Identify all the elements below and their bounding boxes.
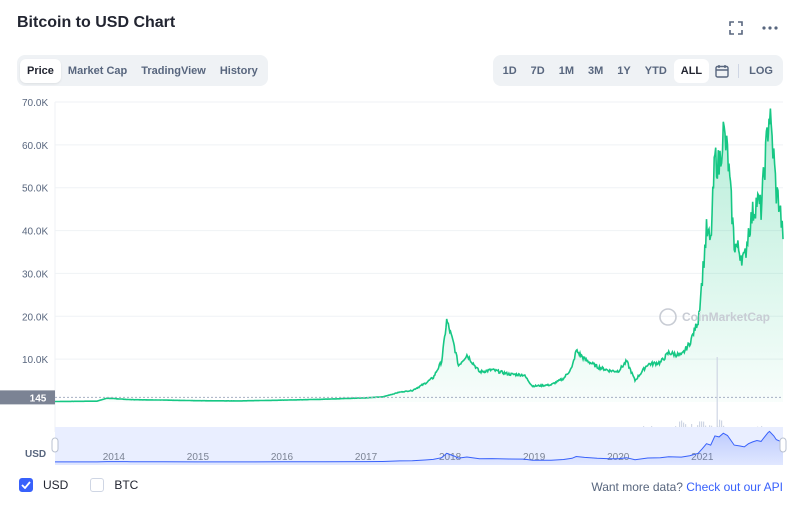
navigator-tick-label: 2017 [355,452,378,463]
volume-bar [716,357,718,436]
api-link[interactable]: Check out our API [686,480,783,494]
navigator-area [55,431,783,465]
y-tick-label: 40.0K [22,227,48,238]
range-all[interactable]: ALL [673,58,710,83]
more-icon[interactable] [762,20,778,36]
y-axis: 10.0K 20.0K 30.0K 40.0K 50.0K 60.0K 70.0K [22,98,48,366]
price-area [55,108,783,402]
fullscreen-icon[interactable] [728,20,744,36]
range-ytd[interactable]: YTD [644,64,667,77]
legend-btc-label: BTC [114,478,139,492]
range-1m[interactable]: 1M [558,64,575,77]
navigator-tick-label: 2020 [607,452,630,463]
range-7d[interactable]: 7D [530,64,545,77]
y-tick-label: 20.0K [22,312,48,323]
navigator-line [55,430,784,463]
navigator[interactable]: 20142015201620172018201920202021 [51,427,787,465]
tab-tradingview[interactable]: TradingView [141,64,206,77]
y-tick-label: 50.0K [22,184,48,195]
grid-lines [54,101,783,432]
baseline-label: 145 [0,390,55,405]
navigator-handle-left[interactable] [51,437,59,453]
currency-label: USD [25,449,46,460]
range-1d[interactable]: 1D [502,64,517,77]
tab-market-cap[interactable]: Market Cap [67,64,128,77]
legend-btc[interactable]: BTC [90,478,138,492]
y-tick-label: 70.0K [22,98,48,109]
chart-title: Bitcoin to USD Chart [17,14,176,31]
svg-text:145: 145 [30,393,47,404]
tab-price[interactable]: Price [20,58,61,83]
tab-history[interactable]: History [219,64,258,77]
navigator-tick-label: 2019 [523,452,546,463]
api-promo: Want more data? Check out our API [591,480,783,494]
navigator-tick-label: 2014 [103,452,126,463]
btc-checkbox[interactable] [90,478,105,492]
range-1y[interactable]: 1Y [617,64,631,77]
legend-usd-label: USD [43,478,69,492]
api-promo-text: Want more data? [591,480,683,494]
range-divider [738,63,740,78]
watermark: CoinMarketCap [659,308,770,326]
y-tick-label: 30.0K [22,269,48,280]
calendar-icon[interactable] [709,64,735,78]
svg-text:CoinMarketCap: CoinMarketCap [682,310,770,324]
range-3m[interactable]: 3M [588,64,604,77]
navigator-handle-right[interactable] [779,437,787,453]
legend-usd[interactable]: USD [19,478,68,492]
navigator-tick-label: 2015 [187,452,210,463]
usd-checkbox[interactable] [19,478,33,492]
y-tick-label: 60.0K [22,141,48,152]
navigator-tick-label: 2016 [271,452,294,463]
currency-legend: USD BTC [19,478,138,492]
price-line [55,108,784,403]
chart-tabs: Price Market Cap TradingView History [17,55,268,86]
chart-actions [728,20,778,36]
y-tick-label: 10.0K [22,355,48,366]
log-scale-toggle[interactable]: LOG [749,64,773,77]
time-range-selector: 1D 7D 1M 3M 1Y YTD ALL LOG [492,55,783,86]
